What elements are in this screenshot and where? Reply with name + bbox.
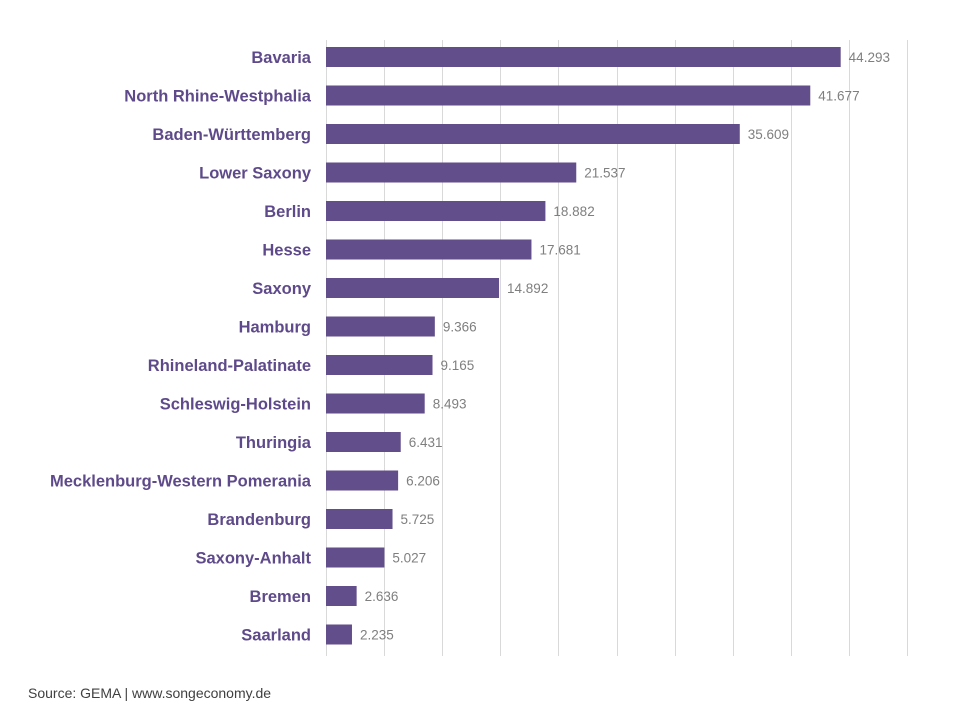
category-label: Mecklenburg-Western Pomerania xyxy=(50,473,312,491)
bar xyxy=(326,432,401,452)
category-label: Saxony xyxy=(252,280,312,298)
data-label: 44.293 xyxy=(849,50,890,65)
category-label: Hamburg xyxy=(239,319,311,337)
bar xyxy=(326,47,841,67)
bar xyxy=(326,509,393,529)
bar xyxy=(326,586,357,606)
data-label: 14.892 xyxy=(507,281,548,296)
data-label: 41.677 xyxy=(818,89,859,104)
category-label: North Rhine-Westphalia xyxy=(124,88,312,106)
data-label: 5.725 xyxy=(401,512,435,527)
bar xyxy=(326,393,425,414)
data-label: 5.027 xyxy=(392,551,426,566)
bar xyxy=(326,316,435,337)
category-label: Saxony-Anhalt xyxy=(195,550,311,568)
category-label: Berlin xyxy=(264,203,311,221)
category-label: Hesse xyxy=(262,242,311,260)
category-label: Thuringia xyxy=(236,434,312,452)
category-label: Brandenburg xyxy=(207,511,311,529)
category-label: Bavaria xyxy=(251,49,311,67)
bar xyxy=(326,547,385,568)
bar xyxy=(326,201,546,221)
bar xyxy=(326,162,577,183)
category-label: Baden-Württemberg xyxy=(152,126,311,144)
bar xyxy=(326,278,500,298)
data-label: 2.636 xyxy=(365,589,399,604)
data-label: 8.493 xyxy=(433,397,467,412)
source-note: Source: GEMA | www.songeconomy.de xyxy=(28,685,272,701)
data-label: 18.882 xyxy=(553,204,594,219)
bar xyxy=(326,624,352,645)
data-label: 9.366 xyxy=(443,320,477,335)
data-label: 2.235 xyxy=(360,628,394,643)
category-label: Saarland xyxy=(241,627,311,645)
bar xyxy=(326,85,811,106)
category-label: Rhineland-Palatinate xyxy=(148,357,311,375)
data-label: 6.206 xyxy=(406,474,440,489)
bar xyxy=(326,124,740,144)
data-label: 35.609 xyxy=(748,127,789,142)
bar xyxy=(326,355,433,375)
category-label: Lower Saxony xyxy=(199,165,312,183)
category-label: Bremen xyxy=(250,588,311,606)
bar xyxy=(326,470,399,491)
data-label: 9.165 xyxy=(440,358,474,373)
bar xyxy=(326,239,532,260)
category-label: Schleswig-Holstein xyxy=(160,396,311,414)
data-label: 6.431 xyxy=(409,435,443,450)
data-label: 21.537 xyxy=(584,166,625,181)
data-label: 17.681 xyxy=(539,243,580,258)
